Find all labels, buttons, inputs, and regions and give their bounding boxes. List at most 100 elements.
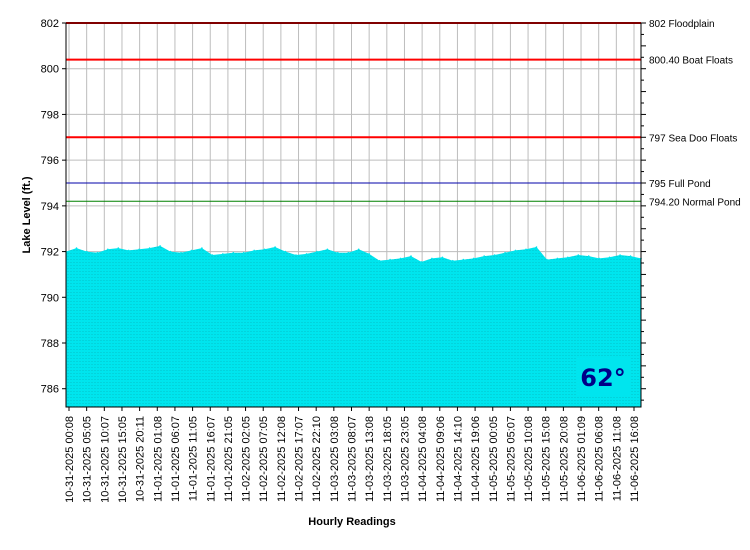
data-point <box>201 247 203 249</box>
reference-line-label: 800.40 Boat Floats <box>649 56 733 67</box>
x-tick-label: 11-06-2025 06:08 <box>594 416 606 502</box>
data-point <box>556 257 559 260</box>
data-point <box>472 257 475 260</box>
data-point <box>357 248 360 251</box>
data-point <box>148 247 151 249</box>
x-tick-label: 11-03-2025 23:05 <box>399 416 411 502</box>
data-point <box>75 247 78 249</box>
x-tick-label: 11-04-2025 19:06 <box>470 416 482 502</box>
data-point <box>326 248 329 251</box>
data-point <box>96 251 99 254</box>
y-tick-label: 796 <box>41 155 59 167</box>
x-tick-label: 11-05-2025 05:07 <box>505 416 517 502</box>
data-point <box>619 254 621 256</box>
data-point <box>629 255 632 257</box>
data-point <box>535 246 538 248</box>
y-tick-label: 790 <box>41 292 59 304</box>
data-point <box>180 251 182 254</box>
data-point <box>211 254 214 256</box>
data-point <box>441 256 444 259</box>
data-point <box>462 258 465 261</box>
x-tick-label: 11-05-2025 15:08 <box>541 416 553 502</box>
x-tick-label: 11-01-2025 21:05 <box>223 416 235 502</box>
x-tick-label: 11-02-2025 12:08 <box>276 416 288 502</box>
x-axis-ticks: 10-31-2025 00:08 10-31-2025 05:05 10-31-20… <box>64 407 641 503</box>
x-tick-label: 11-01-2025 01:08 <box>152 416 164 502</box>
data-point <box>127 249 130 252</box>
x-tick-label: 10-31-2025 20:11 <box>135 416 147 502</box>
x-tick-label: 11-06-2025 01:09 <box>576 416 588 502</box>
data-point <box>305 253 308 255</box>
data-point <box>284 250 287 253</box>
x-tick-label: 11-01-2025 11:05 <box>188 416 200 501</box>
data-point <box>138 248 140 251</box>
x-tick-label: 11-06-2025 16:08 <box>629 416 641 502</box>
x-tick-label: 11-02-2025 02:05 <box>241 416 253 502</box>
data-point <box>567 256 569 259</box>
plot-frame <box>65 22 642 408</box>
data-point <box>107 248 109 251</box>
data-point <box>295 254 297 256</box>
x-tick-label: 10-31-2025 10:07 <box>99 416 111 503</box>
data-point <box>169 250 172 253</box>
data-point <box>232 251 235 254</box>
data-point <box>514 249 517 252</box>
x-tick-label: 11-05-2025 20:08 <box>558 416 570 502</box>
temperature-badge-background <box>576 357 630 395</box>
data-point <box>86 250 88 253</box>
data-point <box>608 256 611 259</box>
x-tick-label: 11-06-2025 11:08 <box>611 416 623 501</box>
data-point <box>368 253 371 255</box>
y-tick-label: 794 <box>41 201 59 213</box>
x-tick-label: 10-31-2025 00:08 <box>64 416 76 503</box>
data-point <box>577 254 580 256</box>
data-point <box>347 251 350 254</box>
data-point <box>420 261 423 263</box>
x-axis-title: Hourly Readings <box>308 516 395 528</box>
reference-line-label: 797 Sea Doo Floats <box>649 133 737 144</box>
lake-level-area <box>65 245 642 407</box>
data-point <box>190 249 193 252</box>
x-tick-label: 11-03-2025 08:07 <box>347 416 359 502</box>
data-point <box>431 257 433 260</box>
data-point <box>452 259 454 262</box>
y-tick-label: 802 <box>41 18 59 30</box>
temperature-badge: 62° <box>576 357 630 395</box>
data-point <box>598 257 600 260</box>
reference-line-label: 802 Floodplain <box>649 19 715 30</box>
y-tick-label: 792 <box>41 247 59 259</box>
y-axis-ticks: 786 788 790 792 794 796 798 800 802 <box>41 18 66 396</box>
y-tick-label: 800 <box>41 64 59 76</box>
reference-line-label: 794.20 Normal Pond <box>649 197 741 208</box>
y-tick-label: 798 <box>41 109 59 121</box>
x-tick-label: 11-02-2025 07:05 <box>258 416 270 502</box>
x-tick-label: 11-01-2025 16:07 <box>205 416 217 502</box>
data-point <box>504 251 506 254</box>
temperature-value: 62° <box>580 364 625 392</box>
data-point <box>389 258 391 261</box>
data-point <box>316 250 318 253</box>
x-tick-label: 10-31-2025 15:05 <box>117 416 129 503</box>
data-point <box>222 253 224 255</box>
y-tick-label: 786 <box>41 384 59 396</box>
x-tick-label: 11-01-2025 06:07 <box>170 416 182 502</box>
data-point <box>159 245 161 247</box>
x-tick-label: 10-31-2025 05:05 <box>82 416 94 503</box>
x-tick-label: 11-03-2025 03:08 <box>329 416 341 502</box>
data-point <box>337 251 339 254</box>
data-point <box>483 255 486 257</box>
y-axis-title: Lake Level (ft.) <box>21 176 33 253</box>
data-point <box>378 259 381 262</box>
data-point <box>410 255 412 257</box>
data-point <box>274 246 276 248</box>
x-tick-label: 11-04-2025 14:10 <box>452 416 464 502</box>
x-tick-label: 11-04-2025 04:08 <box>417 416 429 502</box>
data-point <box>525 248 527 251</box>
data-point <box>253 249 255 252</box>
data-point <box>587 255 590 257</box>
y-tick-label: 788 <box>41 338 59 350</box>
data-point <box>493 254 496 256</box>
x-tick-label: 11-03-2025 18:05 <box>382 416 394 502</box>
data-point <box>242 251 245 254</box>
x-tick-label: 11-02-2025 17:07 <box>294 416 306 502</box>
